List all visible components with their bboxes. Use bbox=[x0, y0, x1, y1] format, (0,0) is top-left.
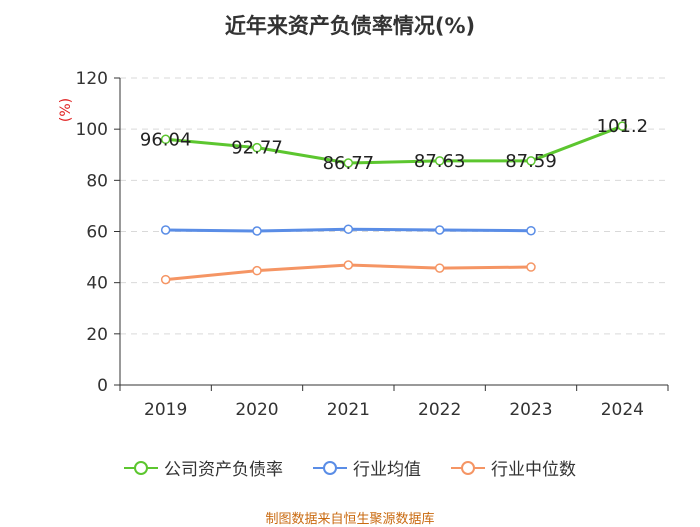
legend: 公司资产负债率 行业均值 行业中位数 bbox=[0, 455, 700, 480]
y-tick-label: 60 bbox=[86, 223, 108, 243]
legend-line-icon bbox=[313, 460, 347, 475]
series-lines bbox=[160, 121, 628, 285]
legend-line-icon bbox=[124, 460, 158, 475]
legend-item[interactable]: 行业均值 bbox=[313, 455, 421, 480]
data-point bbox=[526, 156, 536, 166]
data-label: 87.59 bbox=[505, 151, 557, 172]
x-tick-label: 2020 bbox=[235, 400, 278, 420]
data-point bbox=[434, 156, 445, 166]
y-tick-label: 120 bbox=[76, 69, 108, 89]
legend-label: 公司资产负债率 bbox=[164, 460, 283, 480]
data-point bbox=[160, 134, 171, 145]
data-point bbox=[252, 142, 262, 153]
legend-label: 行业均值 bbox=[353, 460, 421, 480]
data-point bbox=[343, 158, 354, 168]
x-tick-label: 2021 bbox=[327, 400, 370, 420]
data-point bbox=[526, 262, 536, 272]
legend-line-icon bbox=[451, 460, 485, 475]
data-label: 96.04 bbox=[140, 129, 192, 150]
data-point bbox=[617, 121, 628, 131]
chart-title: 近年来资产负债率情况(%) bbox=[224, 14, 476, 38]
data-labels: 96.04 92.77 86.77 87.63 87.59 101.2 bbox=[140, 116, 648, 174]
y-tick-label: 80 bbox=[86, 171, 108, 191]
y-tick-label: 0 bbox=[97, 376, 108, 396]
data-label: 87.63 bbox=[414, 151, 466, 172]
x-tick-label: 2023 bbox=[509, 400, 552, 420]
legend-item[interactable]: 行业中位数 bbox=[451, 455, 576, 480]
data-label: 92.77 bbox=[231, 138, 283, 159]
x-tick-label: 2022 bbox=[418, 400, 461, 420]
y-tick-label: 20 bbox=[86, 325, 108, 345]
y-tick-label: 100 bbox=[76, 120, 108, 140]
source-note: 制图数据来自恒生聚源数据库 bbox=[265, 512, 435, 527]
data-point bbox=[434, 225, 445, 235]
data-point bbox=[252, 265, 262, 276]
legend-item[interactable]: 公司资产负债率 bbox=[124, 455, 283, 480]
series-line-0 bbox=[165, 124, 623, 165]
data-point bbox=[343, 224, 354, 234]
data-point bbox=[343, 260, 354, 270]
data-label: 101.2 bbox=[597, 116, 649, 137]
x-tick-label: 2024 bbox=[601, 400, 644, 420]
y-axis-label: (%) bbox=[58, 98, 74, 122]
grid-lines bbox=[120, 77, 668, 335]
data-point bbox=[526, 225, 536, 236]
data-point bbox=[252, 226, 262, 236]
axes: 0 20 40 60 80 100 120(%) 2019 2020 2021 2022 2023 20… bbox=[58, 69, 669, 420]
data-point bbox=[160, 274, 171, 285]
data-label: 86.77 bbox=[323, 153, 375, 174]
legend-label: 行业中位数 bbox=[491, 460, 576, 480]
data-point bbox=[434, 263, 445, 273]
y-tick-label: 40 bbox=[86, 274, 108, 294]
x-tick-label: 2019 bbox=[144, 400, 187, 420]
data-point bbox=[160, 225, 171, 235]
